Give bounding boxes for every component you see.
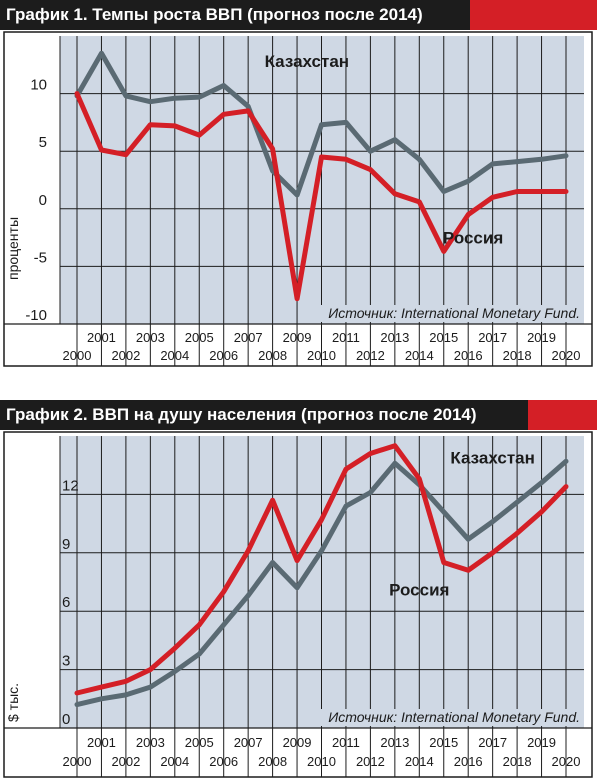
- series-line-kazakhstan: [74, 458, 569, 708]
- chart-1-accent-bar: [470, 0, 597, 30]
- chart-2-title: График 2. ВВП на душу населения (прогноз…: [6, 405, 477, 424]
- y-tick-label: 9: [62, 536, 70, 553]
- x-tick-label: 2004: [160, 348, 189, 363]
- x-tick-label: 2005: [185, 330, 214, 345]
- x-tick-label: 2001: [87, 330, 116, 345]
- x-tick-label: 2019: [527, 330, 556, 345]
- x-tick-label: 2007: [234, 735, 263, 750]
- x-tick-label: 2010: [307, 754, 336, 769]
- x-tick-label: 2019: [527, 735, 556, 750]
- x-tick-label: 2014: [405, 754, 434, 769]
- chart-1-title: График 1. Темпы роста ВВП (прогноз после…: [6, 5, 423, 24]
- x-tick-label: 2013: [380, 330, 409, 345]
- source-note: Источник: International Monetary Fund.: [328, 305, 580, 321]
- series-line-russia: [74, 443, 569, 696]
- x-tick-label: 2012: [356, 754, 385, 769]
- x-tick-label: 2020: [552, 348, 581, 363]
- chart-2-accent-bar: [528, 400, 597, 430]
- x-tick-label: 2014: [405, 348, 434, 363]
- series-line-kazakhstan: [74, 50, 569, 198]
- x-tick-label: 2000: [63, 348, 92, 363]
- x-tick-label: 2016: [454, 348, 483, 363]
- y-tick-label: 0: [39, 192, 47, 209]
- x-tick-label: 2006: [209, 754, 238, 769]
- x-tick-label: 2009: [283, 735, 312, 750]
- x-tick-label: 2011: [332, 735, 360, 750]
- series-label-russia: Россия: [443, 228, 503, 247]
- x-tick-label: 2016: [454, 754, 483, 769]
- source-note-background: [300, 709, 584, 726]
- x-tick-label: 2004: [160, 754, 189, 769]
- y-tick-label: 3: [62, 653, 70, 670]
- x-tick-label: 2020: [552, 754, 581, 769]
- x-tick-label: 2013: [380, 735, 409, 750]
- y-tick-label: 10: [30, 77, 47, 94]
- x-tick-label: 2008: [258, 754, 287, 769]
- x-tick-label: 2015: [429, 330, 458, 345]
- x-tick-label: 2003: [136, 735, 165, 750]
- x-tick-label: 2018: [503, 754, 532, 769]
- x-tick-label: 2003: [136, 330, 165, 345]
- chart-1-title-bar: График 1. Темпы роста ВВП (прогноз после…: [0, 0, 470, 30]
- y-tick-label: 12: [62, 477, 79, 494]
- chart-2-title-bar: График 2. ВВП на душу населения (прогноз…: [0, 400, 528, 430]
- x-tick-label: 2010: [307, 348, 336, 363]
- y-tick-label: -10: [25, 307, 47, 324]
- source-note-background: [300, 305, 584, 322]
- x-tick-label: 2017: [478, 330, 507, 345]
- x-tick-label: 2002: [111, 754, 140, 769]
- series-label-russia: Россия: [389, 581, 449, 600]
- x-tick-label: 2008: [258, 348, 287, 363]
- series-line-russia: [74, 91, 569, 302]
- x-tick-label: 2018: [503, 348, 532, 363]
- series-label-kazakhstan: Казахстан: [450, 448, 534, 467]
- y-axis-title: $ тыс.: [5, 683, 21, 722]
- y-axis-title: проценты: [5, 217, 21, 280]
- x-tick-label: 2000: [63, 754, 92, 769]
- x-tick-label: 2012: [356, 348, 385, 363]
- x-tick-label: 2017: [478, 735, 507, 750]
- x-tick-label: 2005: [185, 735, 214, 750]
- x-tick-label: 2007: [234, 330, 263, 345]
- chart-1-panel: График 1. Темпы роста ВВП (прогноз после…: [0, 0, 597, 370]
- series-label-kazakhstan: Казахстан: [265, 52, 349, 71]
- x-tick-label: 2002: [111, 348, 140, 363]
- x-tick-label: 2001: [87, 735, 116, 750]
- y-tick-label: 5: [39, 134, 47, 151]
- x-tick-label: 2011: [332, 330, 360, 345]
- chart-1-plot: -10 -5 0 5 10 проценты 2001 2003 2005 2007 2009 201…: [3, 31, 593, 367]
- y-tick-label: 6: [62, 594, 70, 611]
- chart-2-panel: График 2. ВВП на душу населения (прогноз…: [0, 400, 597, 779]
- chart-2-plot: 0 3 6 9 12 $ тыс. 2001 2003 2005 2007 2009 2011 2013…: [3, 431, 593, 778]
- x-tick-label: 2009: [283, 330, 312, 345]
- source-note: Источник: International Monetary Fund.: [328, 709, 580, 725]
- x-tick-label: 2015: [429, 735, 458, 750]
- y-tick-label: 0: [62, 711, 70, 728]
- y-tick-label: -5: [34, 249, 47, 266]
- x-tick-label: 2006: [209, 348, 238, 363]
